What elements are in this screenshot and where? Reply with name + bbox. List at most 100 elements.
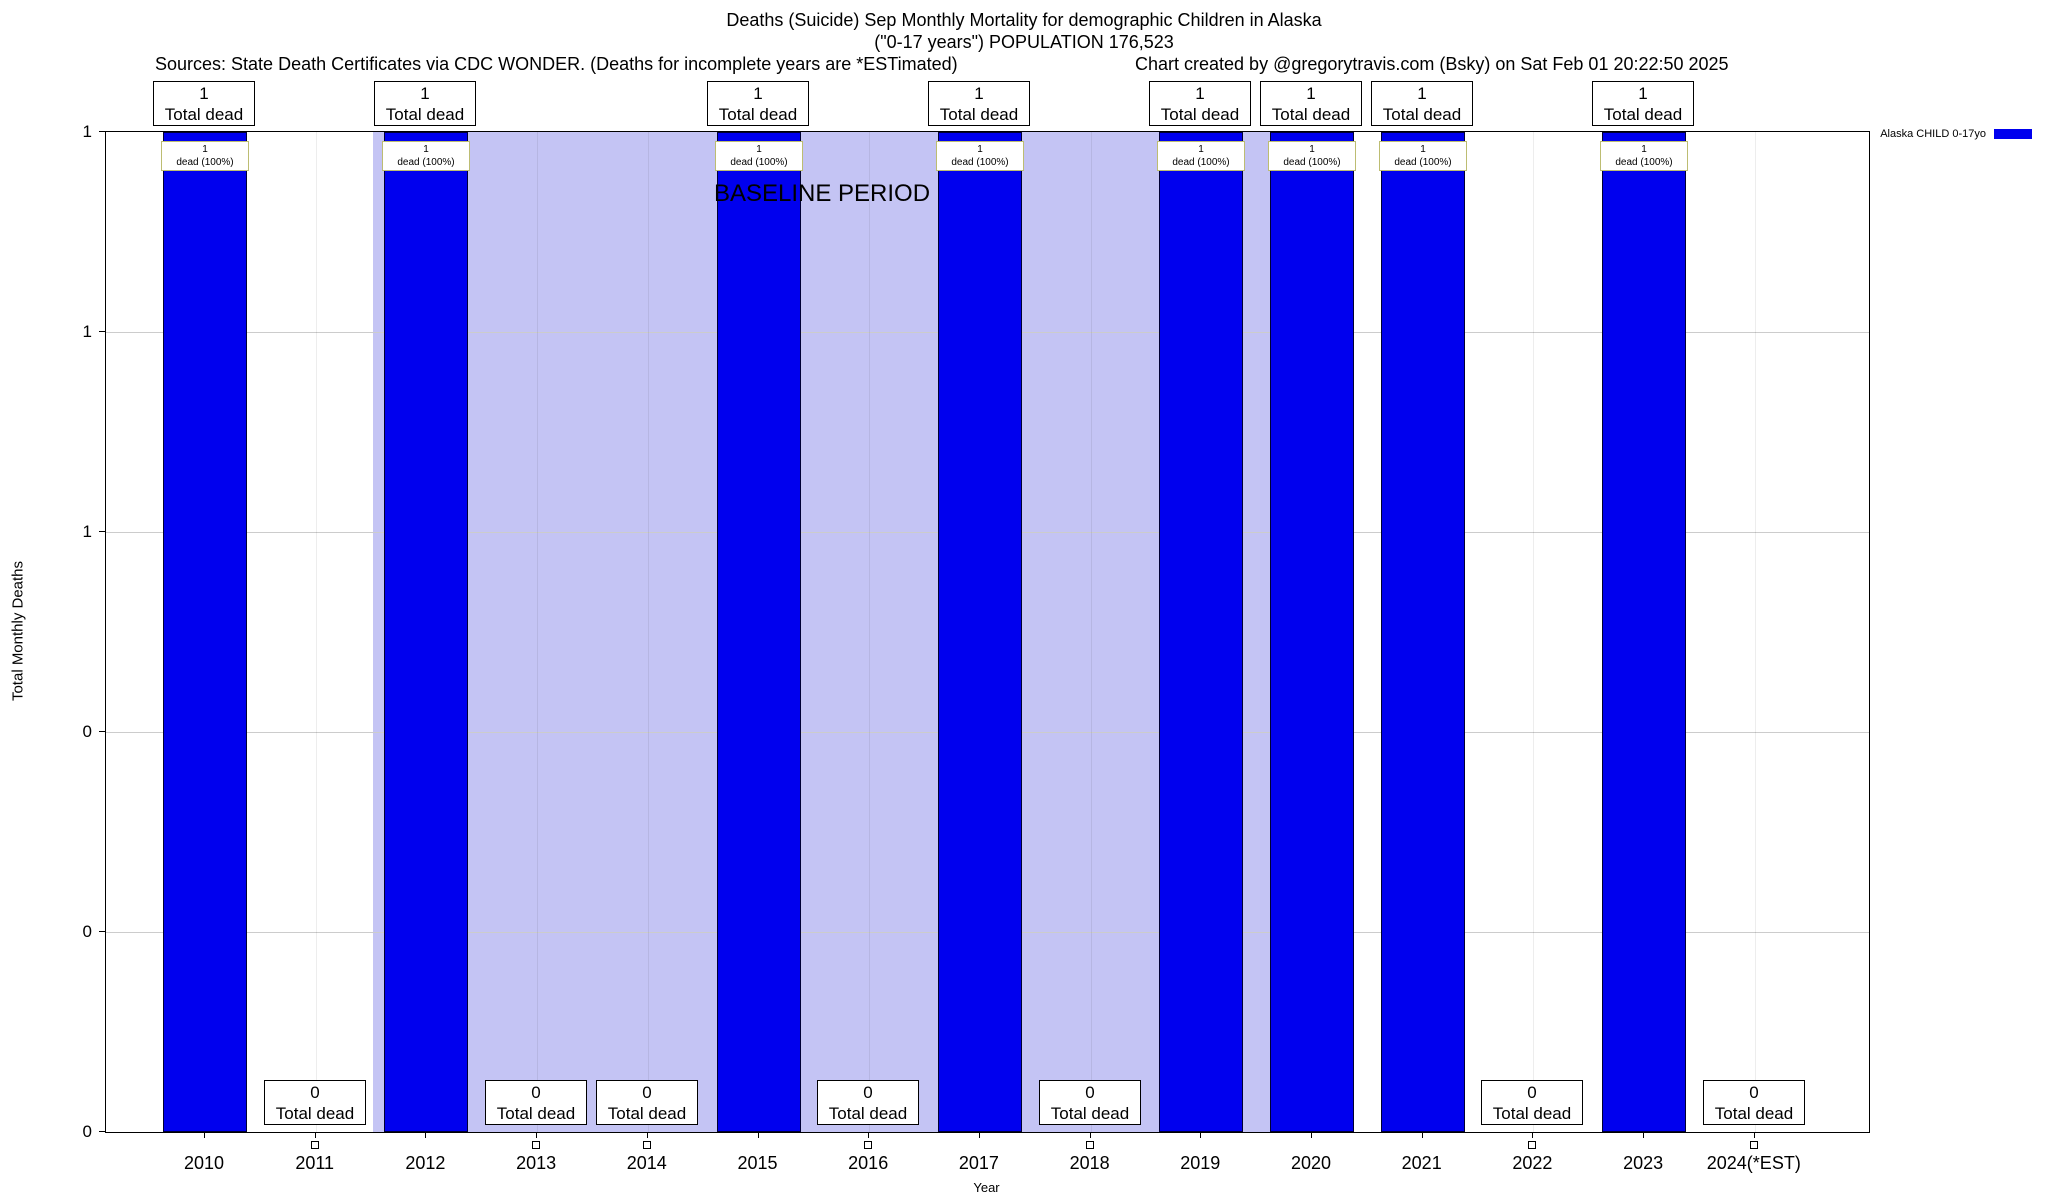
x-tickmark-2020 xyxy=(1311,1132,1312,1138)
zero-marker-2014 xyxy=(643,1141,651,1149)
zero-marker-2011 xyxy=(311,1141,319,1149)
x-tickmark-2010 xyxy=(204,1132,205,1138)
total-dead-box-2022: 0 Total dead xyxy=(1481,1080,1583,1125)
zero-marker-2022 xyxy=(1528,1141,1536,1149)
year-label-2016: 2016 xyxy=(848,1153,889,1173)
gridline-v-2018 xyxy=(1091,132,1092,1132)
y-axis-title: Total Monthly Deaths xyxy=(9,560,27,702)
total-word-2019: Total dead xyxy=(1160,105,1240,124)
total-count-2022: 0 xyxy=(1527,1083,1537,1102)
sources-note: Sources: State Death Certificates via CD… xyxy=(155,54,958,74)
total-word-2023: Total dead xyxy=(1603,105,1683,124)
total-word-2010: Total dead xyxy=(164,105,244,124)
inbar-count-2019: 1 xyxy=(1198,144,1204,155)
total-count-2013: 0 xyxy=(531,1083,541,1102)
x-axis-title: Year xyxy=(973,1180,1000,1195)
legend-color-swatch xyxy=(1994,129,2032,139)
gridline-v-2022 xyxy=(1533,132,1534,1132)
inbar-word-2017: dead (100%) xyxy=(951,157,1009,168)
gridline-v-2011 xyxy=(316,132,317,1132)
y-tick-label-2: 1 xyxy=(82,522,92,541)
total-dead-box-2010: 1 Total dead xyxy=(153,81,255,126)
inbar-word-2020: dead (100%) xyxy=(1283,157,1341,168)
total-word-2014: Total dead xyxy=(607,1104,687,1123)
inbar-label-2019: 1 dead (100%) xyxy=(1157,141,1245,171)
legend-series-label: Alaska CHILD 0-17yo xyxy=(1880,128,1986,140)
x-tickmark-2022 xyxy=(1532,1132,1533,1138)
y-tickmark-3 xyxy=(99,731,105,732)
zero-marker-2016 xyxy=(864,1141,872,1149)
total-dead-box-2014: 0 Total dead xyxy=(596,1080,698,1125)
total-count-2023: 1 xyxy=(1638,84,1648,103)
inbar-word-2021: dead (100%) xyxy=(1394,157,1452,168)
total-count-2010: 1 xyxy=(199,84,209,103)
inbar-word-2012: dead (100%) xyxy=(397,157,455,168)
total-word-2017: Total dead xyxy=(939,105,1019,124)
x-tickmark-2011 xyxy=(315,1132,316,1138)
total-dead-box-2016: 0 Total dead xyxy=(817,1080,919,1125)
year-label-2013: 2013 xyxy=(516,1153,557,1173)
y-tick-label-3: 0 xyxy=(82,722,92,741)
year-label-2012: 2012 xyxy=(405,1153,446,1173)
total-word-2021: Total dead xyxy=(1382,105,1462,124)
total-count-2016: 0 xyxy=(863,1083,873,1102)
year-label-2022: 2022 xyxy=(1512,1153,1553,1173)
total-count-2012: 1 xyxy=(420,84,430,103)
inbar-count-2021: 1 xyxy=(1420,144,1426,155)
zero-marker-2013 xyxy=(532,1141,540,1149)
total-word-2012: Total dead xyxy=(385,105,465,124)
y-tick-label-1: 1 xyxy=(82,322,92,341)
total-count-2021: 1 xyxy=(1417,84,1427,103)
total-count-2017: 1 xyxy=(974,84,984,103)
y-tick-label-5: 0 xyxy=(82,1122,92,1141)
total-word-2015: Total dead xyxy=(718,105,798,124)
bar-2019 xyxy=(1159,132,1243,1132)
inbar-label-2010: 1 dead (100%) xyxy=(161,141,249,171)
year-label-2024(*EST): 2024(*EST) xyxy=(1706,1153,1801,1173)
inbar-count-2017: 1 xyxy=(977,144,983,155)
inbar-count-2023: 1 xyxy=(1641,144,1647,155)
total-word-2016: Total dead xyxy=(828,1104,908,1123)
total-dead-box-2018: 0 Total dead xyxy=(1039,1080,1141,1125)
gridline-v-2024(*EST) xyxy=(1755,132,1756,1132)
total-dead-box-2021: 1 Total dead xyxy=(1371,81,1473,126)
x-tickmark-2013 xyxy=(536,1132,537,1138)
total-dead-box-2019: 1 Total dead xyxy=(1149,81,1251,126)
y-tickmark-2 xyxy=(99,531,105,532)
total-count-2019: 1 xyxy=(1195,84,1205,103)
total-dead-box-2015: 1 Total dead xyxy=(707,81,809,126)
year-label-2019: 2019 xyxy=(1180,1153,1221,1173)
bar-2010 xyxy=(163,132,247,1132)
bar-2015 xyxy=(717,132,801,1132)
inbar-label-2020: 1 dead (100%) xyxy=(1268,141,1356,171)
total-word-2024(*EST): Total dead xyxy=(1714,1104,1794,1123)
x-tickmark-2014 xyxy=(647,1132,648,1138)
year-label-2021: 2021 xyxy=(1401,1153,1442,1173)
total-dead-box-2012: 1 Total dead xyxy=(374,81,476,126)
total-count-2020: 1 xyxy=(1306,84,1316,103)
y-tickmark-5 xyxy=(99,1131,105,1132)
inbar-label-2021: 1 dead (100%) xyxy=(1379,141,1467,171)
bar-2020 xyxy=(1270,132,1354,1132)
total-dead-box-2020: 1 Total dead xyxy=(1260,81,1362,126)
total-count-2011: 0 xyxy=(310,1083,320,1102)
inbar-label-2023: 1 dead (100%) xyxy=(1600,141,1688,171)
bar-2021 xyxy=(1381,132,1465,1132)
zero-marker-2018 xyxy=(1086,1141,1094,1149)
inbar-label-2017: 1 dead (100%) xyxy=(936,141,1024,171)
inbar-word-2023: dead (100%) xyxy=(1615,157,1673,168)
inbar-word-2010: dead (100%) xyxy=(176,157,234,168)
x-tickmark-2017 xyxy=(979,1132,980,1138)
inbar-word-2015: dead (100%) xyxy=(730,157,788,168)
chart-title: Deaths (Suicide) Sep Monthly Mortality f… xyxy=(726,10,1322,30)
total-word-2013: Total dead xyxy=(496,1104,576,1123)
x-tickmark-2023 xyxy=(1643,1132,1644,1138)
inbar-label-2012: 1 dead (100%) xyxy=(382,141,470,171)
total-dead-box-2023: 1 Total dead xyxy=(1592,81,1694,126)
y-tick-label-0: 1 xyxy=(82,122,92,141)
bar-2012 xyxy=(384,132,468,1132)
total-word-2020: Total dead xyxy=(1271,105,1351,124)
total-dead-box-2024(*EST): 0 Total dead xyxy=(1703,1080,1805,1125)
y-tickmark-0 xyxy=(99,131,105,132)
